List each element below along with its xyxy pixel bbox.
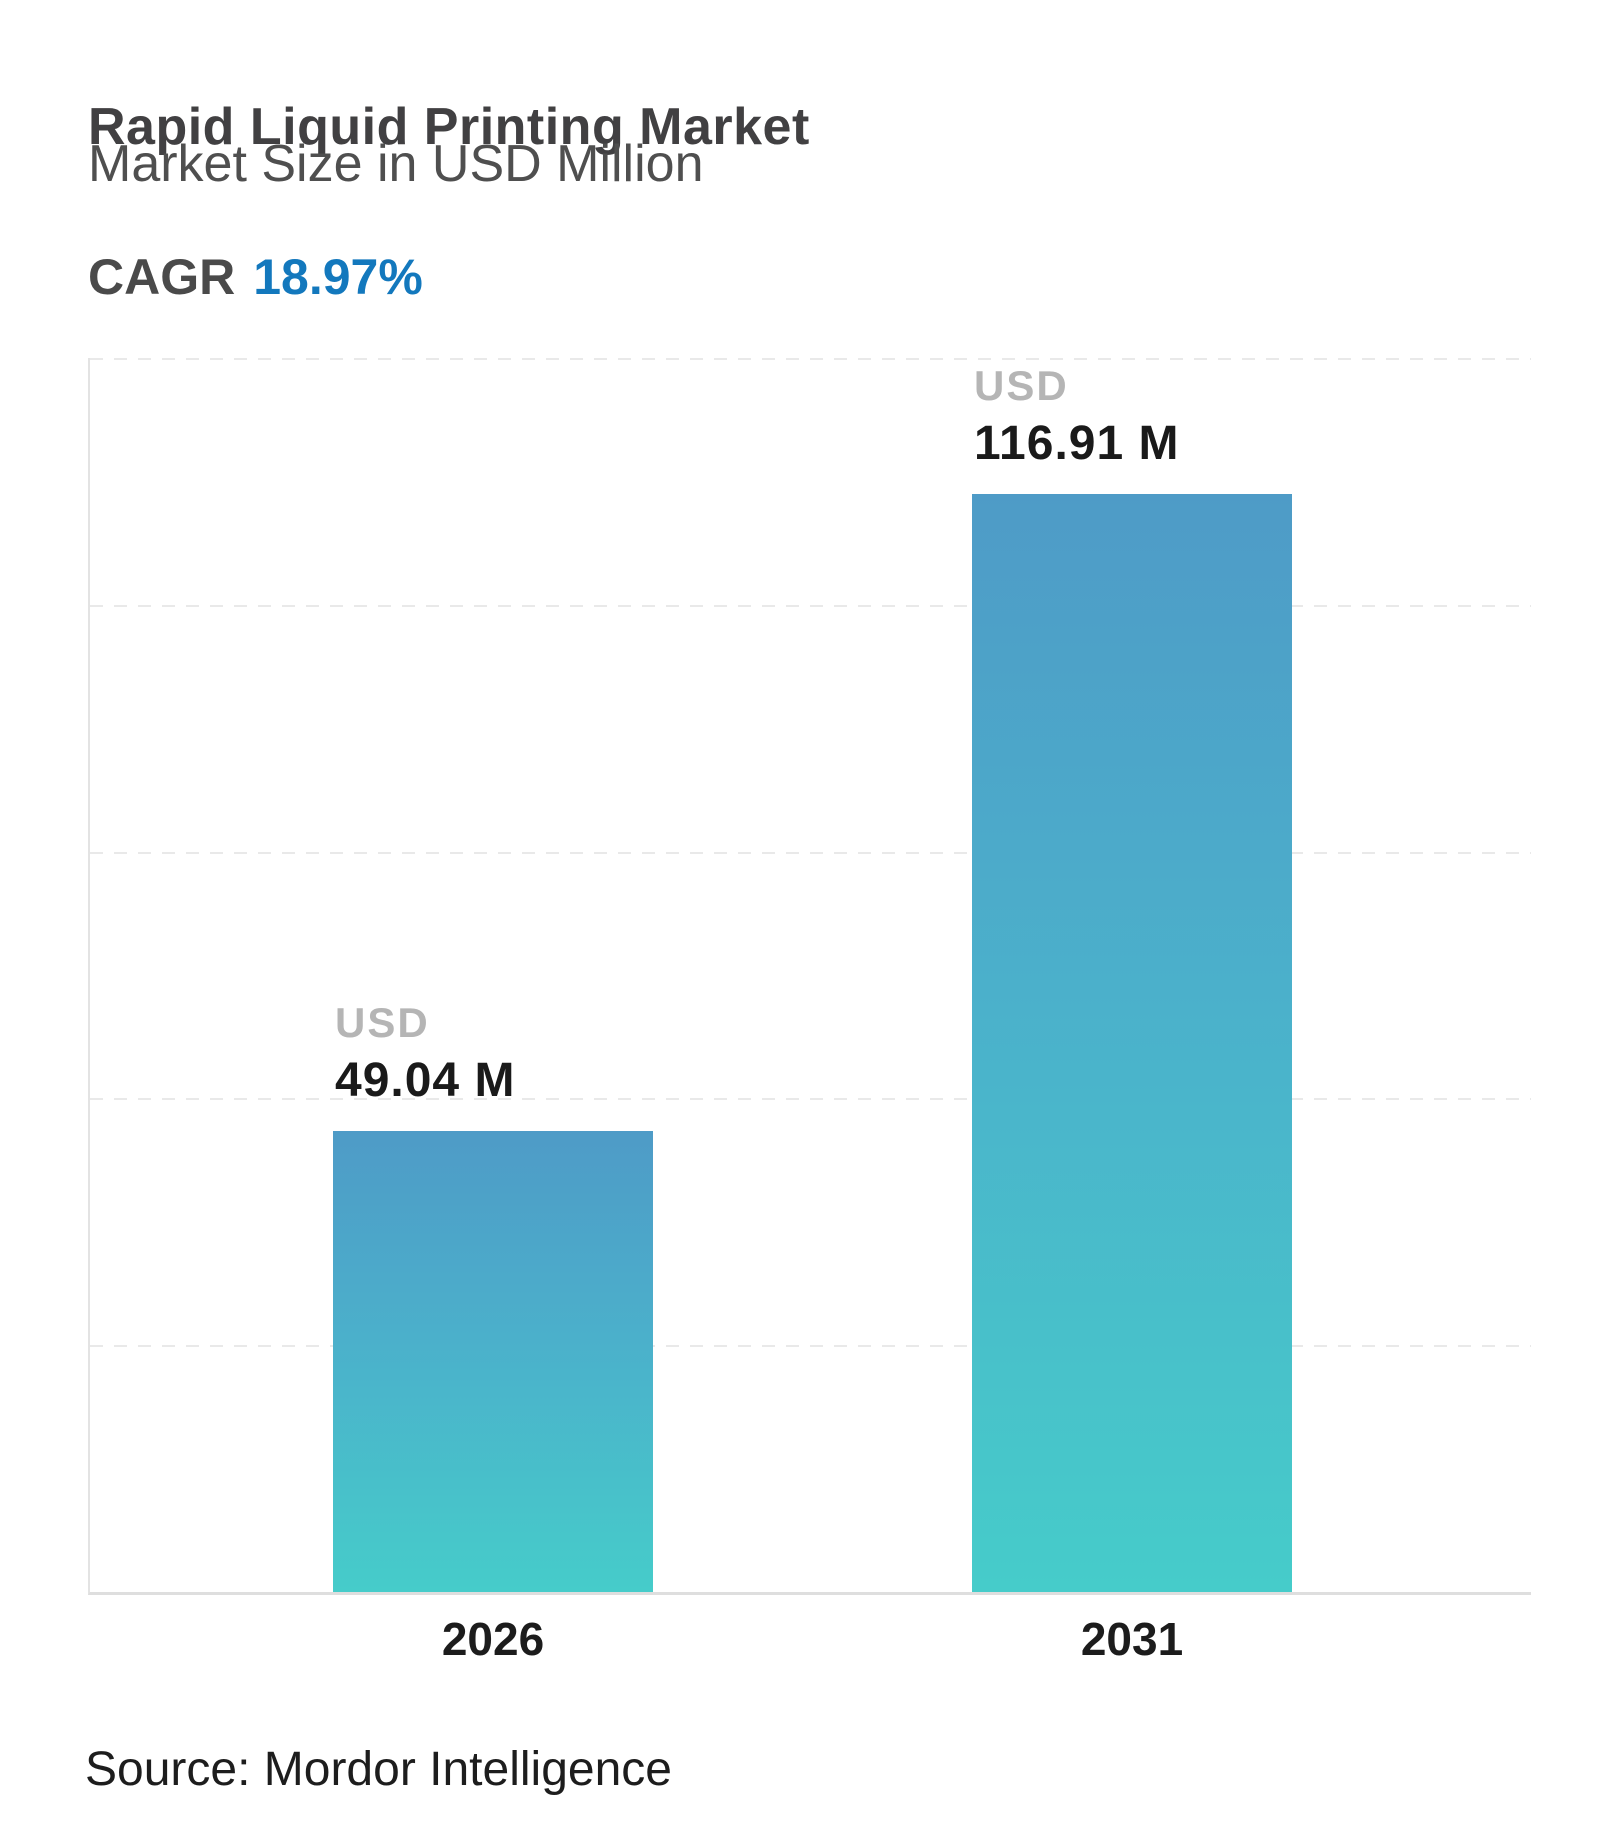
bar-usd-prefix: USD <box>974 362 1069 410</box>
bar-value-label-group: USD 49.04 M <box>335 996 515 1111</box>
source-note: Source: Mordor Intelligence <box>85 1743 672 1796</box>
gridline <box>90 358 1531 360</box>
chart-subtitle: Market Size in USD Million <box>88 135 704 193</box>
gridline <box>90 1345 1531 1347</box>
page-title: Rapid Liquid Printing Market <box>88 97 810 156</box>
bar-column-2026: USD 49.04 M 2026 <box>333 358 653 1665</box>
bar-value-label: 49.04 M <box>335 1054 516 1107</box>
bar-chart-plot-area: USD 49.04 M 2026 USD 116.91 M 2031 <box>88 358 1531 1665</box>
bar-2031 <box>972 494 1292 1592</box>
x-axis-label-2026: 2026 <box>441 1613 545 1665</box>
bar-column-2031: USD 116.91 M 2031 <box>972 358 1292 1665</box>
bar-value-label: 116.91 M <box>974 417 1180 470</box>
bar-usd-prefix: USD <box>335 999 430 1047</box>
gridline <box>90 605 1531 607</box>
cagr-label: CAGR <box>88 249 236 305</box>
x-axis-label-2031: 2031 <box>1080 1613 1184 1665</box>
bar-value-label-group: USD 116.91 M <box>974 359 1179 474</box>
gridline <box>90 852 1531 854</box>
gridline <box>90 1098 1531 1100</box>
cagr-value: 18.97% <box>253 249 423 305</box>
bar-2026 <box>333 1131 653 1592</box>
cagr-line: CAGR 18.97% <box>88 248 423 306</box>
